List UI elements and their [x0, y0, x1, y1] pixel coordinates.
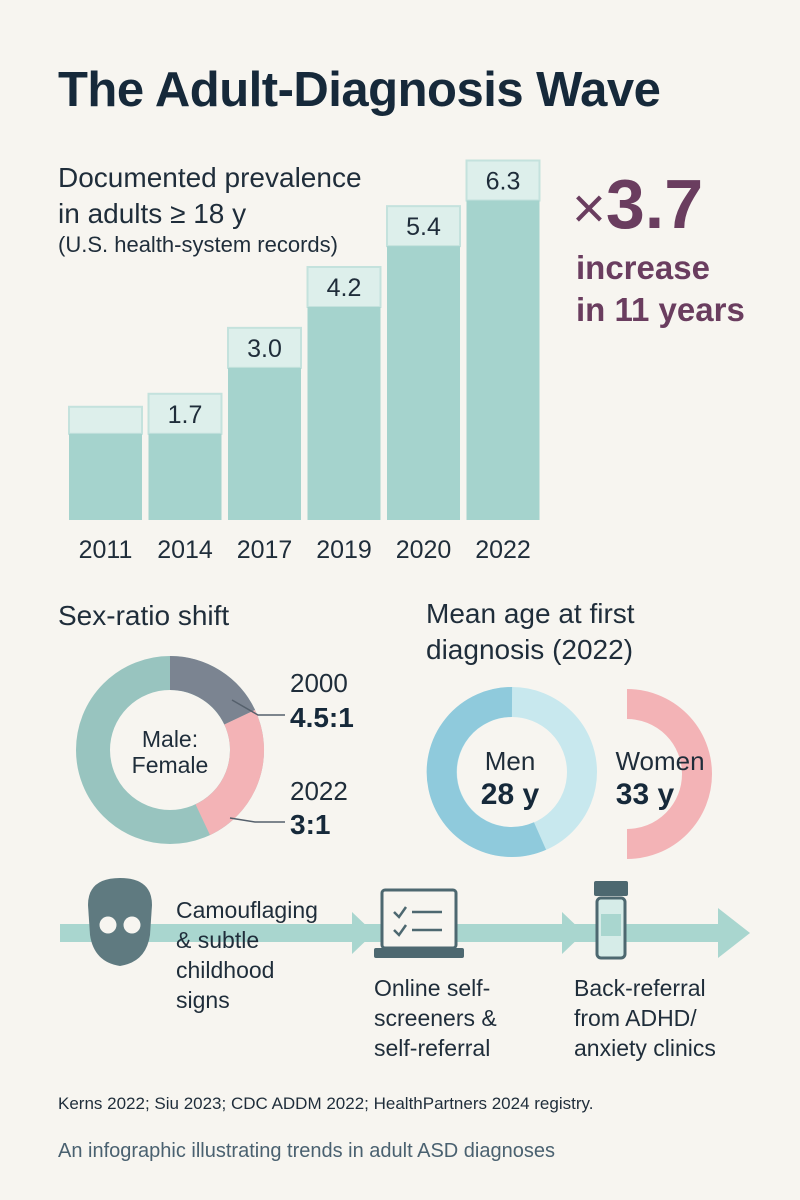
increase-multiplier: ×3.7: [572, 164, 703, 249]
timeline-text-3-line-3: anxiety clinics: [574, 1035, 716, 1061]
timeline-text-2-line-3: self-referral: [374, 1035, 490, 1061]
timeline-arrow-1: [352, 912, 374, 954]
x-tick-2019: 2019: [316, 536, 372, 564]
bar-2022: [466, 200, 540, 520]
prevalence-bar-chart: 2011 1.7 2014 3.0 2017 4.2 2019 5.4 2020 6.3 2022: [68, 159, 541, 564]
timeline-text-3-line-1: Back-referral: [574, 975, 706, 1001]
women-label: Women: [615, 746, 704, 776]
sex-ratio-heading: Sex-ratio shift: [58, 600, 230, 631]
x-tick-2014: 2014: [157, 536, 213, 564]
x-tick-2011: 2011: [79, 536, 133, 564]
data-label-2019: 4.2: [327, 274, 362, 302]
bar-cap-2011: [68, 405, 143, 435]
timeline-band: [60, 924, 730, 942]
bar-cap-2014: [147, 392, 223, 435]
timeline-text-1-line-2: & subtle: [176, 927, 259, 953]
bar-2017: [228, 367, 301, 520]
men-ring-light: [427, 687, 597, 857]
laptop-checklist-icon: [374, 888, 464, 958]
increase-caption: increase in 11 years: [576, 247, 745, 331]
male-ring: [76, 656, 264, 844]
timeline-arrow-end: [718, 908, 750, 958]
timeline-text-2-line-2: screeners &: [374, 1005, 497, 1031]
bar-cap-2022: [465, 159, 541, 202]
mask-icon: [88, 878, 152, 966]
multiplier-symbol: ×: [572, 176, 606, 241]
data-label-2017: 3.0: [247, 335, 282, 363]
increase-line-1: increase: [576, 249, 710, 286]
timeline-text-1-line-3: childhood: [176, 957, 274, 983]
x-tick-2020: 2020: [396, 536, 452, 564]
data-label-2020: 5.4: [406, 213, 441, 241]
image-caption: An infographic illustrating trends in ad…: [58, 1140, 555, 1162]
ratio-value-2022: 3:1: [290, 809, 330, 840]
timeline-arrow-2: [562, 912, 584, 954]
ratio-value-2000: 4.5:1: [290, 702, 354, 733]
sources-footnote: Kerns 2022; Siu 2023; CDC ADDM 2022; Hea…: [58, 1094, 594, 1113]
donut-center-line-1: Male:: [142, 726, 198, 752]
donut-center-line-2: Female: [132, 752, 209, 778]
x-tick-2017: 2017: [237, 536, 293, 564]
bar-2020: [387, 246, 460, 520]
bar-2011: [69, 433, 142, 520]
timeline-text-1-line-4: signs: [176, 987, 230, 1013]
bar-chart-heading: Documented prevalence in adults ≥ 18 y: [58, 162, 362, 229]
increase-line-2: in 11 years: [576, 291, 745, 328]
x-tick-2022: 2022: [475, 536, 531, 564]
women-ring: [626, 689, 712, 859]
page-title: The Adult-Diagnosis Wave: [58, 63, 661, 117]
bar-cap-2019: [306, 266, 382, 308]
bar-2014: [148, 433, 222, 520]
men-ring-dark: [426, 686, 547, 857]
multiplier-value: 3.7: [605, 165, 704, 243]
leader-line-2000: [231, 699, 285, 716]
age-heading: Mean age at first diagnosis (2022): [426, 596, 635, 668]
ratio-year-2022: 2022: [290, 776, 348, 806]
age-heading-line-2: diagnosis (2022): [426, 634, 634, 665]
bar-chart-subheading: (U.S. health-system records): [58, 232, 338, 257]
female-segment-2000: [169, 656, 256, 726]
bar-2019: [307, 307, 381, 520]
pill-bottle-icon: [594, 881, 628, 960]
men-label: Men: [485, 746, 536, 776]
data-label-2022: 6.3: [486, 168, 521, 196]
ratio-year-2000: 2000: [290, 668, 348, 698]
timeline-text-3-line-2: from ADHD/: [574, 1005, 697, 1031]
timeline-text-1-line-1: Camouflaging: [176, 897, 318, 923]
timeline-text-2-line-1: Online self-: [374, 975, 490, 1001]
men-age-value: 28 y: [481, 778, 540, 811]
age-heading-line-1: Mean age at first: [426, 598, 635, 629]
leader-line-2022: [229, 817, 285, 823]
bar-cap-2017: [227, 326, 302, 369]
women-age-value: 33 y: [616, 778, 675, 811]
data-label-2014: 1.7: [168, 401, 203, 429]
female-segment-2022: [194, 709, 265, 836]
